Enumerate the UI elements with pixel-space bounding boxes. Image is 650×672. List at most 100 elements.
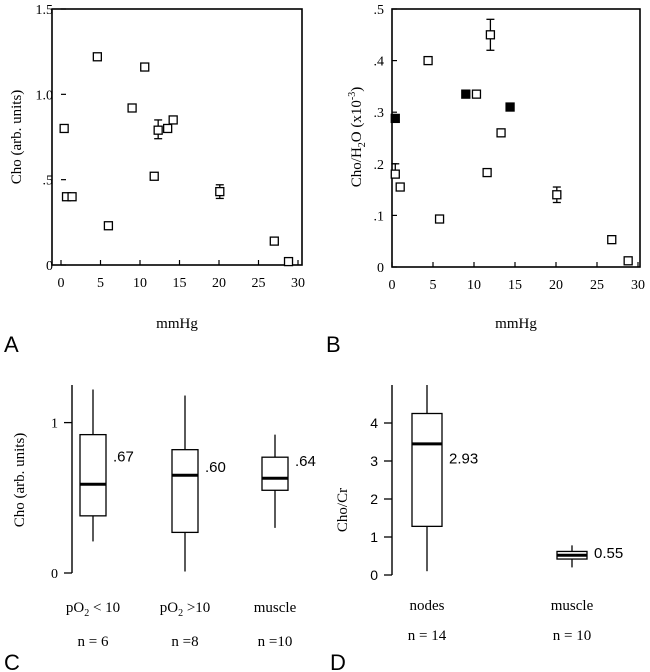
panel-a-x-tick-label: 0 (58, 276, 65, 291)
panel-a: 0 5 10 15 20 25 30 0 .5 1.0 1.5 mmHg Cho (arb. un… (4, 3, 305, 357)
panel-d-category-label: nodes (410, 598, 445, 614)
panel-b-y-label: Cho/H2O (x10-3) (347, 87, 368, 187)
panel-d-y-ticks: 0 1 2 3 4 (370, 415, 392, 583)
panel-a-point-open (168, 115, 178, 125)
panel-b-point-open (390, 169, 400, 179)
panel-c-n-label: n = 6 (78, 634, 109, 650)
panel-b-x-tick-label: 20 (549, 278, 563, 293)
panel-c-letter: C (4, 650, 20, 672)
panel-b-point-open (623, 256, 633, 266)
panel-b-x-tick-label: 15 (508, 278, 522, 293)
panel-d-mean-label: 0.55 (594, 545, 623, 562)
panel-a-y-tick-label: 0 (46, 259, 53, 274)
panel-a-y-ticks: 0 .5 1.0 1.5 (36, 3, 66, 274)
panel-b: 0 5 10 15 20 25 30 0 .1 .2 .3 .4 .5 mmHg Cho/H2O (x… (326, 3, 645, 357)
panel-c-category-label: pO2 < 10 (66, 600, 120, 619)
panel-b-x-ticks: 0 5 10 15 20 25 30 (389, 262, 645, 293)
panel-c-box (261, 456, 289, 491)
panel-a-x-tick-label: 10 (133, 276, 147, 291)
panel-a-x-tick-label: 20 (212, 276, 226, 291)
panel-b-point-open (395, 182, 405, 192)
panel-a-point-open (67, 192, 77, 202)
panel-d: 0 1 2 3 4 2.93 nodes n = 14 0.55 muscle n = 10 Ch… (330, 385, 623, 672)
panel-c-boxes: .67 pO2 < 10 n = 6 .60 pO2 >10 n =8 .64 muscle n… (66, 389, 316, 650)
panel-a-points (59, 52, 294, 267)
panel-d-y-tick-label: 0 (370, 567, 378, 583)
panel-b-point-open (496, 128, 506, 138)
panel-c-category-label: muscle (254, 600, 297, 616)
panel-c-mean-label: .60 (205, 459, 226, 476)
panel-b-point-open (607, 235, 617, 245)
panel-a-point-open (162, 123, 173, 134)
panel-c-y-tick-label: 0 (51, 567, 58, 582)
panel-a-x-tick-label: 30 (291, 276, 305, 291)
panel-d-y-tick-label: 2 (370, 491, 378, 507)
panel-a-letter: A (4, 332, 19, 357)
panel-a-point-open (127, 103, 137, 113)
panel-d-boxes: 2.93 nodes n = 14 0.55 muscle n = 10 (408, 385, 623, 644)
panel-b-points (390, 18, 633, 266)
panel-a-x-tick-label: 15 (173, 276, 187, 291)
panel-a-point-open (140, 62, 150, 72)
panel-d-n-label: n = 14 (408, 628, 447, 644)
panel-b-point-filled (461, 89, 471, 99)
panel-b-y-tick-label: .5 (374, 3, 385, 18)
panel-c-y-label: Cho (arb. units) (12, 433, 28, 528)
panel-b-point-open (482, 167, 492, 178)
panel-b-point-open (485, 30, 496, 40)
panel-c-n-label: n =8 (171, 634, 198, 650)
panel-a-point-open (153, 125, 163, 135)
panel-b-y-tick-label: .3 (374, 106, 385, 121)
panel-c-box (171, 449, 199, 534)
panel-b-x-tick-label: 30 (631, 278, 645, 293)
panel-a-point-open (59, 123, 69, 134)
panel-b-point-open (471, 89, 482, 99)
panel-a-x-tick-label: 25 (252, 276, 266, 291)
panel-a-point-open (92, 52, 102, 62)
panel-d-y-tick-label: 1 (370, 529, 378, 545)
panel-c-n-label: n =10 (258, 634, 293, 650)
panel-b-point-open (552, 190, 562, 200)
panel-c-y-ticks: 01 (51, 417, 72, 582)
panel-b-x-tick-label: 25 (590, 278, 604, 293)
panel-a-point-open (215, 186, 225, 197)
panel-b-point-open (434, 214, 445, 224)
panel-a-y-label: Cho (arb. units) (9, 90, 25, 185)
panel-d-y-label: Cho/Cr (335, 488, 351, 532)
panel-a-frame (51, 8, 303, 266)
panel-b-y-tick-label: 0 (377, 261, 384, 276)
panel-a-point-open (103, 221, 114, 231)
panel-b-x-tick-label: 0 (389, 278, 396, 293)
panel-b-point-open (423, 55, 433, 66)
panel-b-y-ticks: 0 .1 .2 .3 .4 .5 (374, 3, 397, 276)
panel-b-y-label-suffix: ) (349, 87, 365, 92)
panel-d-y-tick-label: 3 (370, 453, 378, 469)
panel-d-mean-label: 2.93 (449, 451, 478, 468)
panel-a-y-tick-label: .5 (43, 174, 54, 189)
panel-c-mean-label: .67 (113, 449, 134, 466)
panel-c-y-tick-label: 1 (51, 417, 58, 432)
panel-d-n-label: n = 10 (553, 628, 591, 644)
panel-b-y-tick-label: .1 (374, 209, 385, 224)
panel-b-point-filled (390, 113, 400, 124)
panel-b-y-label-sub: 2 (357, 142, 368, 147)
panel-b-y-tick-label: .2 (374, 158, 385, 173)
panel-a-point-open (283, 256, 294, 267)
panel-b-frame (391, 8, 641, 268)
panel-a-x-tick-label: 5 (97, 276, 104, 291)
panel-d-box (411, 412, 443, 528)
panel-d-letter: D (330, 650, 346, 672)
panel-a-y-tick-label: 1.0 (36, 88, 54, 103)
panel-b-x-label: mmHg (495, 316, 537, 332)
panel-b-letter: B (326, 332, 341, 357)
panel-a-point-open (269, 236, 279, 246)
panel-a-x-label: mmHg (156, 316, 198, 332)
panel-d-y-tick-label: 4 (370, 415, 378, 431)
panel-a-point-open (149, 171, 159, 181)
panel-b-y-label-mid: O (x10 (349, 100, 365, 142)
panel-b-x-tick-label: 10 (467, 278, 481, 293)
panel-d-category-label: muscle (551, 598, 594, 614)
panel-c-category-label: pO2 >10 (160, 600, 211, 619)
